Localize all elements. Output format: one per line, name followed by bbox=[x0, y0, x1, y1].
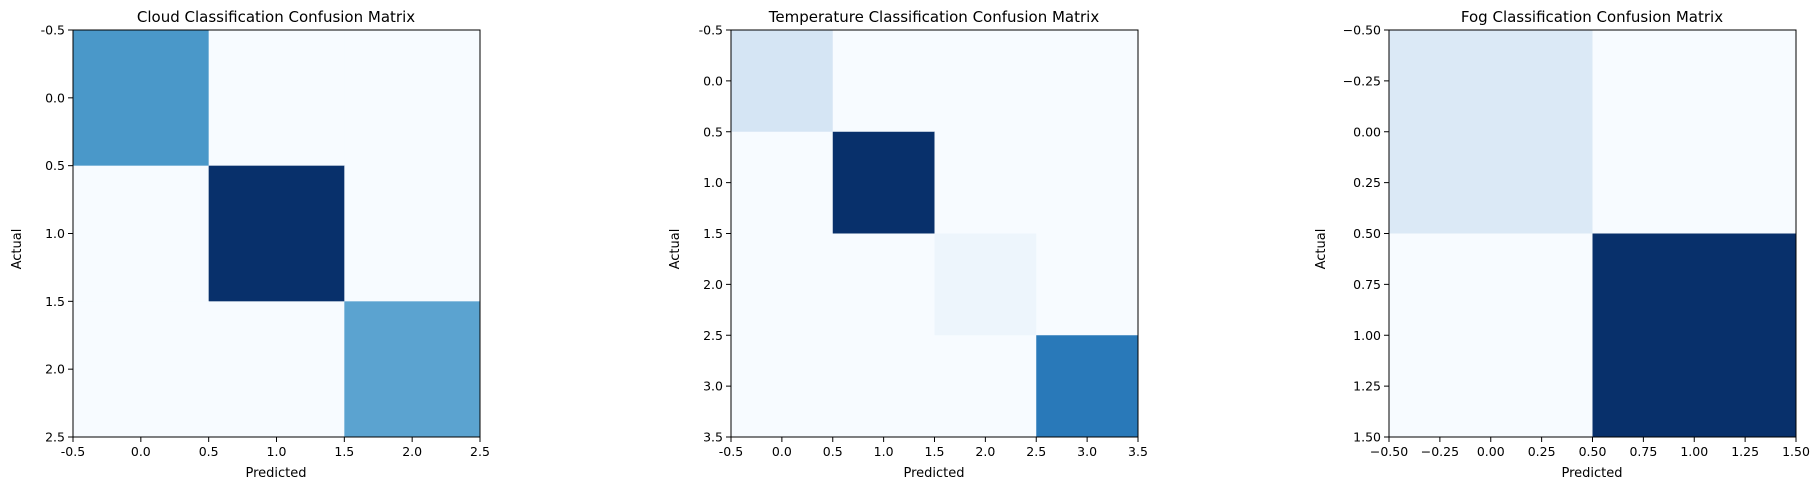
y-tick-label: −0.25 bbox=[1343, 73, 1381, 88]
heatmap-cell bbox=[344, 301, 481, 438]
heatmap-cloud: -0.5 0.0 0.5 1.0 1.5 2.0 2.5-0.50.00.51.01.52.… bbox=[41, 23, 490, 460]
y-axis-label: Actual bbox=[668, 229, 683, 270]
heatmap-cell bbox=[1036, 30, 1139, 133]
heatmap-cell bbox=[73, 165, 210, 302]
x-axis-label: Predicted bbox=[903, 466, 964, 481]
x-tick-label: 2.0 bbox=[402, 444, 422, 459]
x-tick-label: 1.5 bbox=[925, 444, 945, 459]
heatmap-cell bbox=[1389, 233, 1593, 438]
y-tick-label: −0.50 bbox=[1343, 23, 1381, 38]
y-tick-label: 3.5 bbox=[703, 430, 723, 445]
y-tick-label: 2.5 bbox=[703, 328, 723, 343]
x-tick-label: 0.5 bbox=[823, 444, 843, 459]
y-tick-label: 1.0 bbox=[703, 175, 723, 190]
y-tick-label: 0.75 bbox=[1353, 277, 1381, 292]
y-tick-label: 1.0 bbox=[45, 226, 65, 241]
x-axis-label: Predicted bbox=[245, 466, 306, 481]
heatmap-cell bbox=[208, 301, 345, 438]
y-tick-label: 2.0 bbox=[703, 277, 723, 292]
y-tick-label: 1.25 bbox=[1353, 379, 1381, 394]
chart-cloud: Cloud Classification Confusion Matrix -0… bbox=[10, 8, 490, 481]
y-tick-label: 0.25 bbox=[1353, 175, 1381, 190]
heatmap-cell bbox=[1592, 30, 1797, 234]
x-tick-label: 0.00 bbox=[1477, 444, 1505, 459]
x-tick-label: 1.50 bbox=[1782, 444, 1810, 459]
y-tick-label: -0.5 bbox=[699, 23, 723, 38]
heatmap-cell bbox=[73, 301, 210, 438]
heatmap-cell bbox=[731, 131, 834, 234]
x-tick-label: 0.5 bbox=[199, 444, 219, 459]
heatmap-cell bbox=[344, 165, 481, 302]
x-tick-label: 3.0 bbox=[1077, 444, 1097, 459]
x-axis-label: Predicted bbox=[1561, 466, 1622, 481]
y-tick-label: 3.0 bbox=[703, 379, 723, 394]
x-tick-label: 2.5 bbox=[470, 444, 490, 459]
x-tick-label: -0.5 bbox=[61, 444, 85, 459]
chart-temperature: Temperature Classification Confusion Mat… bbox=[668, 8, 1148, 481]
y-tick-label: 1.50 bbox=[1353, 430, 1381, 445]
chart-title: Temperature Classification Confusion Mat… bbox=[768, 8, 1100, 26]
chart-title: Cloud Classification Confusion Matrix bbox=[137, 8, 415, 26]
heatmap-cell bbox=[1592, 233, 1797, 438]
y-tick-label: 2.0 bbox=[45, 362, 65, 377]
y-tick-label: 0.50 bbox=[1353, 226, 1381, 241]
y-axis-label: Actual bbox=[10, 229, 25, 270]
x-tick-label: 1.00 bbox=[1680, 444, 1708, 459]
y-tick-label: 1.5 bbox=[45, 294, 65, 309]
heatmap-cell bbox=[731, 30, 834, 133]
heatmap-cell bbox=[934, 335, 1037, 438]
x-tick-label: −0.25 bbox=[1421, 444, 1459, 459]
heatmap-cell bbox=[1036, 335, 1139, 438]
chart-fog: Fog Classification Confusion Matrix −0.5… bbox=[1314, 8, 1810, 481]
heatmap-cell bbox=[1036, 131, 1139, 234]
heatmap-cell bbox=[208, 165, 345, 302]
heatmap-cell bbox=[832, 335, 935, 438]
y-tick-label: 0.0 bbox=[45, 90, 65, 105]
heatmap-cell bbox=[934, 30, 1037, 133]
heatmap-cell bbox=[73, 30, 210, 167]
heatmap-fog: −0.50 −0.25 0.00 0.25 0.50 0.75 1.00 1.25 1.50−0… bbox=[1343, 23, 1810, 460]
chart-title: Fog Classification Confusion Matrix bbox=[1461, 8, 1723, 26]
heatmap-cell bbox=[934, 131, 1037, 234]
heatmap-cell bbox=[208, 30, 345, 167]
x-tick-label: 1.25 bbox=[1731, 444, 1759, 459]
heatmap-cell bbox=[731, 233, 834, 336]
x-tick-label: 0.25 bbox=[1528, 444, 1556, 459]
y-tick-label: 0.5 bbox=[703, 124, 723, 139]
heatmap-cell bbox=[1389, 30, 1593, 234]
x-tick-label: 0.50 bbox=[1579, 444, 1607, 459]
x-tick-label: −0.50 bbox=[1370, 444, 1408, 459]
x-tick-label: 0.0 bbox=[772, 444, 792, 459]
y-tick-label: 0.0 bbox=[703, 73, 723, 88]
x-tick-label: 2.5 bbox=[1026, 444, 1046, 459]
y-tick-label: 1.5 bbox=[703, 226, 723, 241]
heatmap-cell bbox=[934, 233, 1037, 336]
x-tick-label: 1.5 bbox=[334, 444, 354, 459]
heatmap-temperature: -0.5 0.0 0.5 1.0 1.5 2.0 2.5 3.0 3.5-0.50.00.51.… bbox=[699, 23, 1148, 460]
y-tick-label: 1.00 bbox=[1353, 328, 1381, 343]
x-tick-label: 0.75 bbox=[1629, 444, 1657, 459]
x-tick-label: -0.5 bbox=[719, 444, 743, 459]
heatmap-cell bbox=[1036, 233, 1139, 336]
heatmap-cell bbox=[344, 30, 481, 167]
x-tick-label: 3.5 bbox=[1128, 444, 1148, 459]
y-tick-label: 2.5 bbox=[45, 430, 65, 445]
heatmap-cell bbox=[832, 30, 935, 133]
x-tick-label: 1.0 bbox=[874, 444, 894, 459]
x-tick-label: 1.0 bbox=[267, 444, 287, 459]
y-tick-label: -0.5 bbox=[41, 23, 65, 38]
x-tick-label: 0.0 bbox=[131, 444, 151, 459]
heatmap-cell bbox=[832, 131, 935, 234]
heatmap-cell bbox=[731, 335, 834, 438]
heatmap-cell bbox=[832, 233, 935, 336]
y-axis-label: Actual bbox=[1314, 229, 1329, 270]
y-tick-label: 0.00 bbox=[1353, 124, 1381, 139]
x-tick-label: 2.0 bbox=[975, 444, 995, 459]
y-tick-label: 0.5 bbox=[45, 158, 65, 173]
